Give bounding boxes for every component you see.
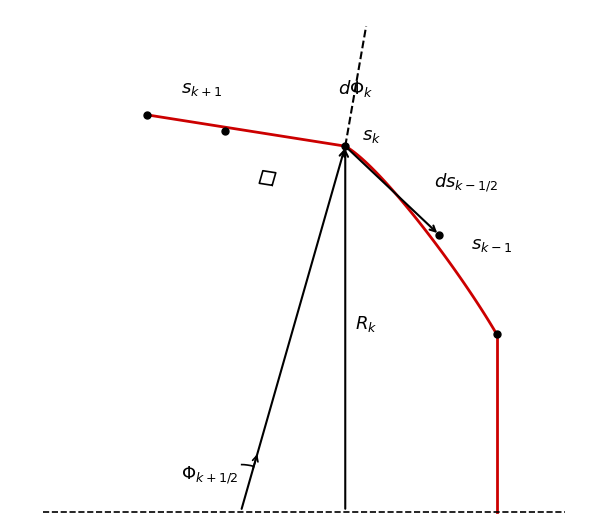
Text: $R_k$: $R_k$ [355,314,378,334]
Text: $\Phi_{k+1/2}$: $\Phi_{k+1/2}$ [181,464,239,486]
Text: $s_k$: $s_k$ [362,127,381,145]
Text: $d\Phi_k$: $d\Phi_k$ [338,78,373,99]
Text: $ds_{k-1/2}$: $ds_{k-1/2}$ [434,171,498,194]
Text: $s_{k+1}$: $s_{k+1}$ [181,80,222,98]
Text: $s_{k-1}$: $s_{k-1}$ [470,236,512,254]
